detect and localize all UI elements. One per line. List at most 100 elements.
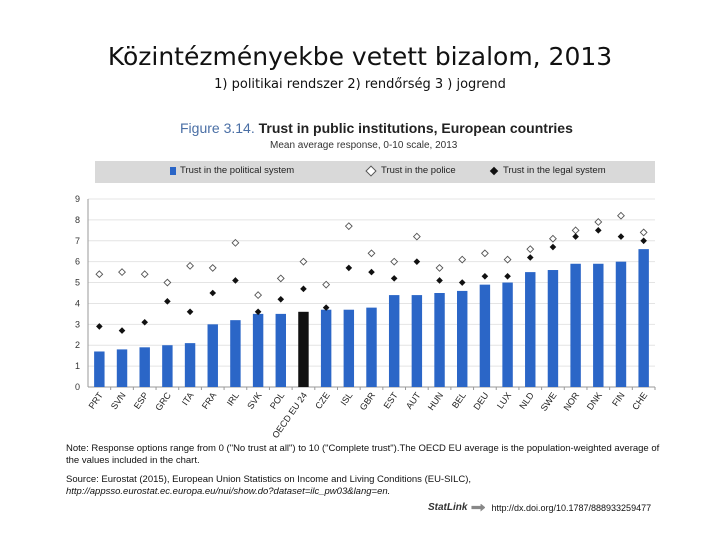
marker-police-svk: [254, 291, 263, 300]
bar-political-lux: [502, 282, 513, 387]
marker-police-isl: [344, 222, 353, 231]
marker-legal-isl: [345, 264, 353, 272]
x-tick-label: SWE: [539, 390, 559, 413]
slide-title: Közintézményekbe vetett bizalom, 2013: [107, 42, 613, 71]
marker-police-nld: [526, 245, 535, 254]
marker-legal-nld: [526, 254, 534, 261]
arrow-icon: [471, 503, 486, 512]
figure-subtitle: Mean average response, 0-10 scale, 2013: [270, 140, 458, 151]
bar-political-isl: [343, 309, 355, 387]
marker-legal-che: [640, 237, 647, 245]
marker-police-deu: [480, 249, 489, 258]
marker-legal-fin: [617, 233, 625, 240]
marker-legal-ita: [186, 308, 194, 316]
x-tick-label: DEU: [471, 390, 490, 411]
bar-political-deu: [479, 284, 491, 387]
legend-item-political: Trust in the political system: [170, 165, 294, 176]
figure-heading: Trust in public institutions, European c…: [258, 120, 573, 136]
bar-political-irl: [230, 320, 241, 387]
bar-political-fra: [207, 324, 218, 387]
figure-title: Figure 3.14. Trust in public institution…: [180, 120, 573, 136]
bar-political-prt: [94, 351, 105, 387]
y-tick-label: 8: [75, 215, 80, 225]
marker-police-fra: [208, 263, 217, 272]
marker-police-nor: [571, 226, 580, 235]
bar-political-oecd-eu-24: [298, 311, 309, 387]
y-tick-label: 9: [75, 194, 80, 204]
y-tick-label: 7: [75, 236, 80, 246]
bar-political-bel: [457, 290, 468, 387]
x-tick-label: IRL: [225, 390, 241, 407]
statlink[interactable]: StatLink http://dx.doi.org/10.1787/88893…: [428, 502, 651, 513]
bar-political-grc: [162, 345, 173, 387]
marker-legal-grc: [164, 298, 171, 305]
marker-police-ita: [186, 261, 194, 270]
marker-legal-fra: [209, 289, 217, 297]
bar-political-cze: [320, 309, 332, 387]
marker-police-irl: [231, 238, 240, 247]
bar-political-esp: [139, 347, 150, 387]
y-tick-label: 1: [75, 361, 80, 371]
statlink-logo: StatLink: [428, 502, 468, 513]
x-tick-label: GBR: [358, 390, 378, 412]
x-tick-label: NLD: [517, 390, 536, 411]
marker-police-bel: [458, 255, 467, 264]
figure-note: Note: Response options range from 0 ("No…: [66, 443, 660, 466]
y-tick-label: 6: [75, 257, 80, 267]
marker-police-grc: [163, 278, 172, 287]
bar-political-svn: [116, 349, 128, 387]
marker-police-esp: [140, 270, 149, 279]
bar-political-ita: [184, 343, 196, 387]
marker-legal-svk: [254, 308, 262, 316]
source-link[interactable]: http://appsso.eurostat.ec.europa.eu/nui/…: [66, 486, 391, 497]
slide-subtitle: 1) politikai rendszer 2) rendőrség 3 ) j…: [214, 77, 506, 92]
marker-police-gbr: [367, 249, 376, 258]
statlink-url[interactable]: http://dx.doi.org/10.1787/888933259477: [491, 502, 652, 513]
chart-legend: Trust in the political system Trust in t…: [95, 161, 655, 183]
marker-police-cze: [322, 280, 331, 289]
marker-police-prt: [95, 270, 104, 279]
legend-label-legal: Trust in the legal system: [503, 165, 606, 176]
legend-item-legal: Trust in the legal system: [489, 165, 606, 176]
figure-label: Figure 3.14.: [180, 120, 255, 136]
legend-item-police: Trust in the police: [365, 164, 456, 177]
legend-label-political: Trust in the political system: [180, 165, 295, 176]
marker-legal-dnk: [595, 227, 602, 234]
marker-police-pol: [276, 274, 285, 283]
x-tick-label: ITA: [180, 390, 196, 407]
marker-legal-irl: [232, 277, 239, 284]
bar-political-dnk: [593, 263, 604, 387]
marker-legal-cze: [322, 304, 330, 311]
marker-legal-deu: [481, 272, 489, 280]
x-tick-label: CZE: [313, 390, 332, 410]
x-tick-label: ESP: [132, 390, 151, 410]
x-tick-label: SVK: [245, 390, 264, 410]
x-tick-label: NOR: [562, 390, 582, 413]
figure-source: Source: Eurostat (2015), European Union …: [66, 474, 666, 498]
marker-legal-aut: [413, 258, 421, 265]
x-tick-label: EST: [382, 390, 401, 410]
legend-label-police: Trust in the police: [381, 165, 456, 176]
marker-legal-esp: [141, 318, 148, 326]
x-tick-label: DNK: [585, 390, 604, 411]
bar-political-est: [388, 295, 400, 387]
marker-police-che: [639, 228, 648, 237]
bar-political-pol: [275, 313, 286, 387]
marker-legal-pol: [277, 295, 285, 303]
marker-legal-bel: [458, 279, 466, 286]
marker-police-svn: [118, 268, 126, 277]
marker-police-oecd-eu-24: [299, 257, 308, 266]
marker-legal-hun: [436, 277, 443, 284]
bar-political-nor: [570, 263, 581, 387]
x-tick-label: PRT: [87, 390, 106, 411]
bar-political-gbr: [366, 307, 377, 387]
bar-political-svk: [252, 313, 264, 387]
x-tick-label: AUT: [404, 390, 423, 411]
marker-police-hun: [435, 263, 444, 272]
bar-political-fin: [615, 261, 627, 387]
marker-legal-prt: [96, 323, 103, 330]
y-tick-label: 5: [75, 278, 80, 288]
bar-political-hun: [434, 293, 445, 387]
marker-legal-gbr: [368, 268, 375, 276]
marker-police-dnk: [594, 218, 603, 226]
